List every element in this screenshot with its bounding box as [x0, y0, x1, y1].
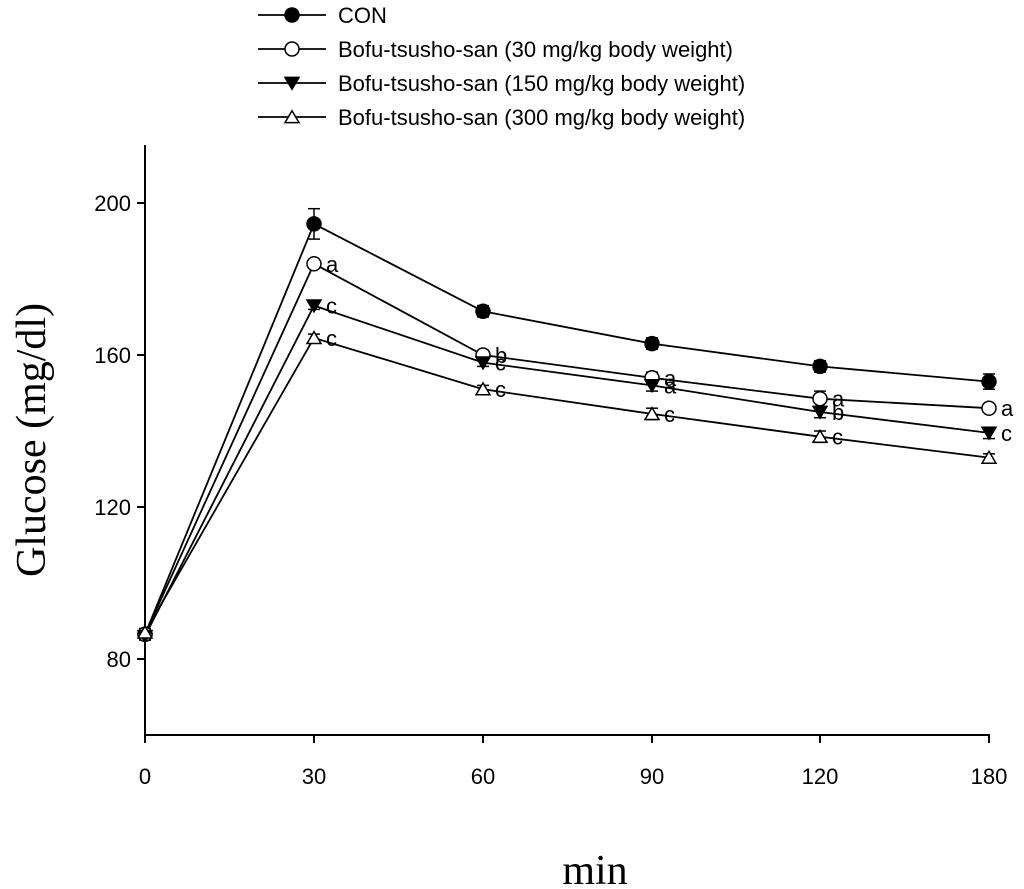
data-point-marker [284, 41, 300, 57]
series-markers-1 [137, 256, 997, 643]
data-point-marker [283, 76, 301, 91]
y-tick-label: 80 [107, 647, 131, 672]
legend-label: Bofu-tsusho-san (150 mg/kg body weight) [338, 71, 745, 96]
series-line [144, 336, 990, 633]
series-markers-3 [136, 330, 998, 639]
data-point-marker [644, 335, 660, 352]
significance-label: a [1001, 396, 1014, 421]
significance-label: b [495, 343, 507, 368]
significance-label: c [326, 294, 337, 319]
series-0 [139, 207, 995, 641]
series-line [144, 262, 990, 635]
series-line [144, 304, 990, 637]
data-point-marker [981, 373, 997, 390]
data-point-marker [306, 216, 322, 232]
series-3 [139, 333, 995, 637]
legend-item-0: CON [258, 3, 387, 28]
significance-label: a [326, 252, 339, 277]
x-tick-label: 120 [802, 764, 839, 789]
legend: CON Bofu-tsusho-san (30 mg/kg body weight… [258, 3, 745, 130]
data-point-marker [284, 7, 300, 23]
x-tick-label: 30 [302, 764, 326, 789]
y-axis-title: Glucose (mg/dl) [9, 303, 55, 577]
data-point-marker [811, 428, 829, 444]
series-line [144, 222, 990, 635]
data-point-marker [643, 406, 661, 421]
data-point-marker [305, 299, 323, 314]
series-markers-0 [137, 216, 997, 643]
legend-label: CON [338, 3, 387, 28]
significance-label: c [832, 425, 843, 450]
y-tick-label: 120 [94, 495, 131, 520]
significance-label: a [664, 366, 677, 391]
data-point-marker [475, 303, 491, 320]
legend-item-1: Bofu-tsusho-san (30 mg/kg body weight) [258, 37, 733, 62]
significance-label: c [664, 402, 675, 427]
data-point-marker [305, 330, 323, 345]
data-point-marker [980, 449, 998, 464]
significance-label: a [664, 373, 677, 398]
legend-label: Bofu-tsusho-san (30 mg/kg body weight) [338, 37, 733, 62]
x-tick-label: 60 [471, 764, 495, 789]
significance-label: c [495, 351, 506, 376]
legend-item-3: Bofu-tsusho-san (300 mg/kg body weight) [258, 105, 745, 130]
x-axis-ticks: 0 30 60 90 120 180 [139, 735, 1007, 789]
series-markers-2 [136, 299, 998, 644]
significance-label: c [326, 326, 337, 351]
legend-label: Bofu-tsusho-san (300 mg/kg body weight) [338, 105, 745, 130]
data-point-marker [980, 426, 998, 441]
x-axis-title: min [562, 848, 627, 889]
legend-item-2: Bofu-tsusho-san (150 mg/kg body weight) [258, 71, 745, 96]
significance-label: c [1001, 421, 1012, 446]
significance-label: c [495, 377, 506, 402]
series-1 [139, 259, 995, 639]
data-point-marker [643, 379, 661, 394]
x-tick-label: 90 [640, 764, 664, 789]
data-point-marker [283, 109, 301, 124]
significance-label: b [832, 400, 844, 425]
data-point-marker [474, 356, 492, 371]
x-tick-label: 0 [139, 764, 151, 789]
y-tick-label: 160 [94, 343, 131, 368]
significance-label: a [832, 387, 845, 412]
y-axis-ticks: 80 120 160 200 [94, 191, 145, 672]
x-tick-label: 180 [971, 764, 1008, 789]
data-point-marker [136, 624, 154, 639]
series-2 [139, 301, 995, 641]
data-point-marker [981, 400, 997, 416]
data-point-marker [812, 358, 828, 375]
y-tick-label: 200 [94, 191, 131, 216]
data-point-marker [812, 390, 828, 407]
data-point-marker [811, 405, 829, 420]
data-point-marker [306, 256, 322, 272]
data-point-marker [474, 381, 492, 396]
